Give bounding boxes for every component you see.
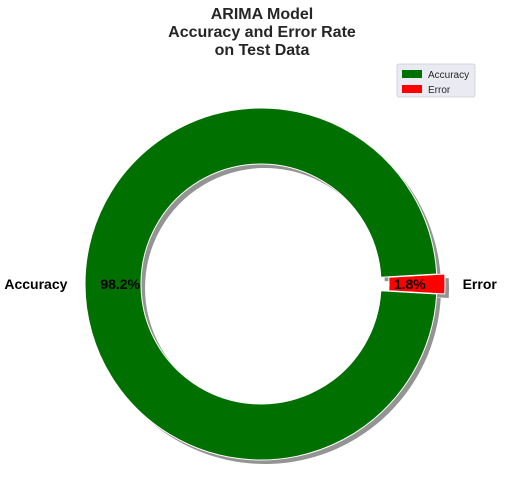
slice-shapes [84,107,446,461]
legend: Accuracy Error [396,63,476,98]
chart-title-line-3: on Test Data [215,42,310,59]
accuracy-category-label: Accuracy [4,276,67,292]
error-slice [388,273,446,295]
legend-swatch-error [402,85,422,93]
slice-labels: 98.2% Accuracy 1.8% Error [4,276,497,292]
chart-title-line-1: ARIMA Model [211,6,314,23]
slices [84,107,449,464]
chart-title-line-2: Accuracy and Error Rate [168,24,356,41]
error-category-label: Error [463,276,498,292]
accuracy-slice [84,107,438,461]
accuracy-percent-label: 98.2% [100,276,140,292]
legend-swatch-accuracy [402,70,422,78]
legend-label-accuracy: Accuracy [428,70,469,81]
legend-label-error: Error [428,85,451,96]
error-percent-label: 1.8% [394,276,426,292]
